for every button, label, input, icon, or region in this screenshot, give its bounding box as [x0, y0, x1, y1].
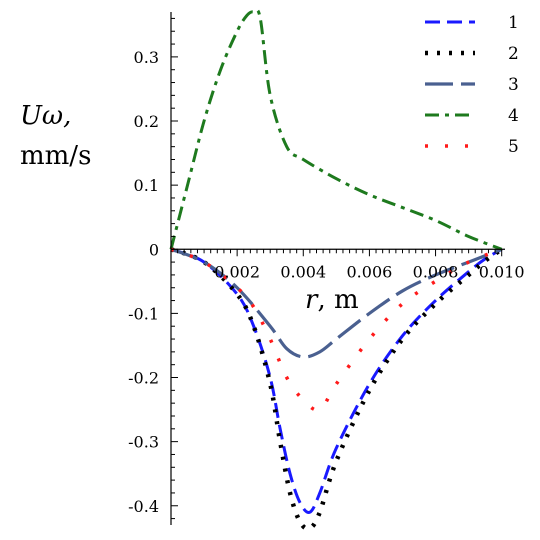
axes	[170, 12, 505, 525]
y-tick-label: 0	[149, 240, 159, 259]
x-tick-label: 0.010	[479, 262, 525, 281]
y-tick-label: -0.2	[128, 369, 159, 388]
x-axis-label-variable: r	[305, 285, 319, 315]
series-line-5	[170, 247, 503, 412]
x-tick-label: 0.002	[214, 262, 260, 281]
tick-labels: 0.3 0.2 0.1 0 -0.1 -0.2 -0.3 -0.4 0.002 0.004 0.00…	[128, 48, 524, 516]
y-tick-label: 0.2	[134, 112, 159, 131]
x-axis-label-unit: , m	[317, 285, 358, 315]
legend-label-2: 2	[508, 44, 519, 64]
series-line-3	[170, 247, 503, 359]
y-axis-label-symbol: Uω,	[20, 101, 71, 131]
x-tick-label: 0.006	[347, 262, 393, 281]
legend: 1 2 3 4 5	[425, 13, 519, 157]
y-tick-label: -0.1	[128, 304, 159, 323]
series-line-1	[170, 247, 503, 514]
x-tick-label: 0.008	[413, 262, 459, 281]
legend-label-5: 5	[508, 137, 519, 157]
y-tick-label: 0.1	[134, 176, 159, 195]
y-axis-label-unit: mm/s	[20, 141, 91, 171]
plot-lines	[169, 8, 503, 531]
x-tick-label: 0.004	[280, 262, 326, 281]
legend-label-4: 4	[508, 106, 519, 126]
legend-label-3: 3	[508, 75, 519, 95]
y-tick-label: -0.3	[128, 433, 159, 452]
tick-marks	[170, 17, 503, 520]
y-tick-label: 0.3	[134, 48, 159, 67]
legend-label-1: 1	[508, 13, 519, 33]
series-line-4	[169, 8, 503, 251]
y-tick-label: -0.4	[128, 497, 159, 516]
x-axis-label: r, m	[305, 285, 359, 315]
